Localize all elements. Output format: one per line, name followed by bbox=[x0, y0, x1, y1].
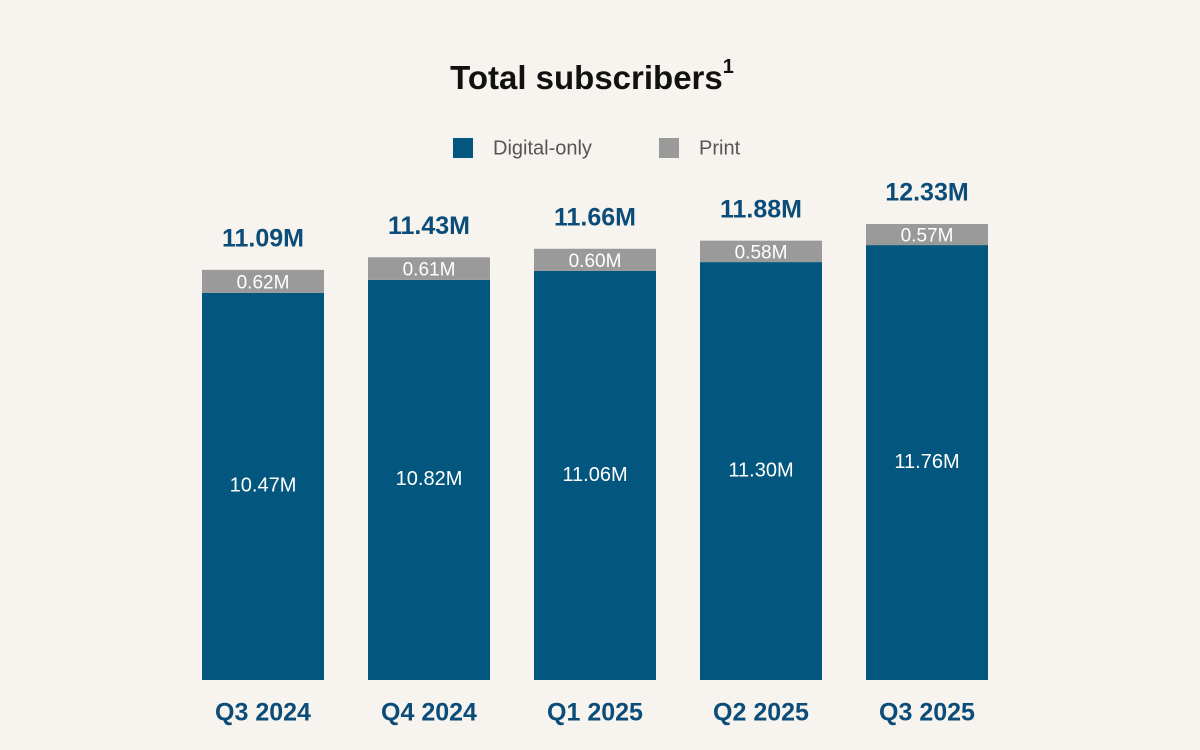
legend-swatch bbox=[453, 138, 473, 158]
bar-segment bbox=[202, 292, 324, 680]
bar-segment bbox=[700, 262, 822, 680]
bar-segment bbox=[866, 224, 988, 246]
x-tick-label: Q4 2024 bbox=[381, 699, 477, 727]
legend: Digital-only Print bbox=[453, 137, 741, 159]
value-label: 0.60M bbox=[569, 251, 622, 272]
legend-label: Print bbox=[699, 137, 741, 159]
value-label: 10.82M bbox=[396, 468, 463, 490]
bar-segment bbox=[866, 245, 988, 680]
legend-swatch bbox=[659, 138, 679, 158]
value-label: 11.06M bbox=[562, 464, 627, 486]
value-label: 0.62M bbox=[237, 272, 290, 293]
total-label: 11.66M bbox=[554, 203, 636, 231]
value-label: 0.58M bbox=[735, 242, 788, 263]
chart-title: Total subscribers1 bbox=[450, 56, 734, 95]
x-tick-label: Q3 2025 bbox=[879, 699, 975, 727]
title-text: Total subscribers bbox=[450, 59, 723, 96]
title-footnote: 1 bbox=[723, 56, 734, 78]
x-tick-label: Q2 2025 bbox=[713, 699, 809, 727]
total-label: 11.09M bbox=[222, 224, 304, 252]
bar-segment bbox=[368, 279, 490, 680]
legend-label: Digital-only bbox=[493, 137, 592, 159]
total-label: 11.88M bbox=[720, 195, 802, 223]
total-label: 12.33M bbox=[885, 179, 968, 207]
x-tick-label: Q3 2024 bbox=[215, 699, 311, 727]
x-tick-label: Q1 2025 bbox=[547, 699, 643, 727]
bar-segment bbox=[700, 240, 822, 263]
total-label: 11.43M bbox=[388, 212, 470, 240]
value-label: 11.76M bbox=[894, 451, 959, 473]
value-label: 11.30M bbox=[728, 459, 793, 481]
value-label: 0.61M bbox=[403, 260, 456, 281]
bar-segment bbox=[202, 269, 324, 293]
bar-segment bbox=[368, 257, 490, 280]
value-label: 10.47M bbox=[230, 475, 297, 497]
bar-segment bbox=[534, 270, 656, 680]
value-label: 0.57M bbox=[901, 226, 954, 247]
bar-segment bbox=[534, 248, 656, 271]
